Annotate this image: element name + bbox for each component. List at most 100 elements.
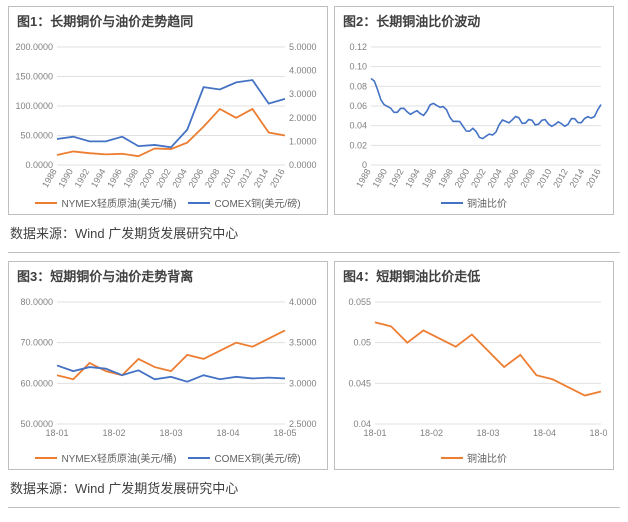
svg-text:0.10: 0.10: [349, 62, 367, 72]
svg-text:2014: 2014: [252, 167, 271, 189]
svg-text:1996: 1996: [420, 167, 439, 189]
svg-text:50.0000: 50.0000: [20, 131, 53, 141]
svg-text:2004: 2004: [485, 167, 504, 189]
legend-oil: NYMEX轻质原油(美元/桶): [35, 195, 176, 210]
chart3-title: 图3：短期铜价与油价走势背离: [9, 262, 327, 290]
panel-chart3: 图3：短期铜价与油价走势背离 50.000060.000070.000080.0…: [8, 261, 328, 470]
legend-copper-label-3: COMEX铜(美元/磅): [214, 450, 300, 465]
svg-text:0.055: 0.055: [348, 297, 371, 307]
ratio-swatch-4: [441, 457, 463, 459]
svg-text:1990: 1990: [56, 167, 75, 189]
svg-text:5.0000: 5.0000: [289, 42, 317, 52]
svg-text:2002: 2002: [469, 167, 488, 189]
svg-text:0.045: 0.045: [348, 378, 371, 388]
svg-text:1996: 1996: [105, 167, 124, 189]
legend-ratio-4: 铜油比价: [441, 450, 507, 465]
svg-text:1992: 1992: [387, 167, 406, 189]
ratio-swatch-2: [441, 202, 463, 204]
chart2-legend: 铜油比价: [335, 195, 613, 214]
legend-oil-label-3: NYMEX轻质原油(美元/桶): [61, 450, 176, 465]
panel-chart4: 图4：短期铜油比价走低 0.040.0450.050.05518-0118-02…: [334, 261, 614, 470]
chart2-canvas: 00.020.040.060.080.100.12198819901992199…: [335, 35, 613, 195]
source-1: 数据来源：Wind 广发期货发展研究中心: [8, 215, 620, 253]
svg-text:0.06: 0.06: [349, 101, 367, 111]
oil-swatch-3: [35, 457, 57, 459]
svg-text:1994: 1994: [89, 167, 108, 189]
svg-text:100.0000: 100.0000: [15, 101, 53, 111]
svg-text:70.0000: 70.0000: [20, 338, 53, 348]
svg-text:18-02: 18-02: [102, 428, 125, 438]
svg-text:150.0000: 150.0000: [15, 72, 53, 82]
legend-copper-3: COMEX铜(美元/磅): [188, 450, 300, 465]
svg-text:2010: 2010: [219, 167, 238, 189]
chart4-title: 图4：短期铜油比价走低: [335, 262, 613, 290]
svg-text:2000: 2000: [453, 167, 472, 189]
svg-text:2004: 2004: [170, 167, 189, 189]
svg-text:2012: 2012: [551, 167, 570, 189]
svg-text:1988: 1988: [354, 167, 373, 189]
svg-text:2006: 2006: [187, 167, 206, 189]
svg-text:18-03: 18-03: [476, 428, 499, 438]
svg-text:0.12: 0.12: [349, 42, 367, 52]
chart2-title: 图2：长期铜油比价波动: [335, 7, 613, 35]
svg-text:18-03: 18-03: [159, 428, 182, 438]
svg-text:18-01: 18-01: [45, 428, 68, 438]
svg-text:0.05: 0.05: [353, 338, 371, 348]
row-2: 图3：短期铜价与油价走势背离 50.000060.000070.000080.0…: [8, 261, 620, 470]
svg-text:2008: 2008: [203, 167, 222, 189]
svg-text:3.5000: 3.5000: [289, 338, 317, 348]
svg-text:1994: 1994: [403, 167, 422, 189]
svg-text:18-01: 18-01: [363, 428, 386, 438]
svg-text:4.0000: 4.0000: [289, 297, 317, 307]
svg-text:0.0000: 0.0000: [289, 160, 317, 170]
svg-text:2002: 2002: [154, 167, 173, 189]
legend-oil-3: NYMEX轻质原油(美元/桶): [35, 450, 176, 465]
svg-text:1992: 1992: [73, 167, 92, 189]
svg-text:1990: 1990: [370, 167, 389, 189]
svg-text:2006: 2006: [502, 167, 521, 189]
svg-text:18-04: 18-04: [533, 428, 556, 438]
svg-text:4.0000: 4.0000: [289, 66, 317, 76]
legend-copper: COMEX铜(美元/磅): [188, 195, 300, 210]
panel-chart2: 图2：长期铜油比价波动 00.020.040.060.080.100.12198…: [334, 6, 614, 215]
row-1: 图1：长期铜价与油价走势趋同 0.0000 50.0000 100.0000 150.…: [8, 6, 620, 215]
svg-text:60.0000: 60.0000: [20, 378, 53, 388]
svg-text:2010: 2010: [535, 167, 554, 189]
svg-text:1988: 1988: [40, 167, 59, 189]
svg-text:1998: 1998: [121, 167, 140, 189]
svg-text:2.0000: 2.0000: [289, 113, 317, 123]
chart1-legend: NYMEX轻质原油(美元/桶) COMEX铜(美元/磅): [9, 195, 327, 214]
chart4-legend: 铜油比价: [335, 450, 613, 469]
chart3-canvas: 50.000060.000070.000080.00002.50003.0000…: [9, 290, 327, 450]
chart1-title: 图1：长期铜价与油价走势趋同: [9, 7, 327, 35]
chart4-canvas: 0.040.0450.050.05518-0118-0218-0318-0418…: [335, 290, 613, 450]
svg-text:2012: 2012: [235, 167, 254, 189]
svg-text:1.0000: 1.0000: [289, 136, 317, 146]
svg-text:200.0000: 200.0000: [15, 42, 53, 52]
legend-oil-label: NYMEX轻质原油(美元/桶): [61, 195, 176, 210]
svg-text:1998: 1998: [436, 167, 455, 189]
chart1-canvas: 0.000050.0000100.0000150.0000200.00000.0…: [9, 35, 327, 195]
copper-swatch: [188, 202, 210, 204]
svg-text:18-02: 18-02: [420, 428, 443, 438]
legend-ratio-label-2: 铜油比价: [467, 195, 507, 210]
oil-swatch: [35, 202, 57, 204]
svg-text:0.08: 0.08: [349, 81, 367, 91]
svg-text:3.0000: 3.0000: [289, 378, 317, 388]
chart3-legend: NYMEX轻质原油(美元/桶) COMEX铜(美元/磅): [9, 450, 327, 469]
svg-text:18-05: 18-05: [273, 428, 296, 438]
legend-copper-label: COMEX铜(美元/磅): [214, 195, 300, 210]
svg-text:3.0000: 3.0000: [289, 89, 317, 99]
legend-ratio-label-4: 铜油比价: [467, 450, 507, 465]
svg-text:2016: 2016: [584, 167, 603, 189]
svg-text:0.04: 0.04: [349, 121, 367, 131]
svg-text:18-04: 18-04: [216, 428, 239, 438]
svg-text:80.0000: 80.0000: [20, 297, 53, 307]
source-2: 数据来源：Wind 广发期货发展研究中心: [8, 470, 620, 508]
svg-text:0.02: 0.02: [349, 140, 367, 150]
page: 图1：长期铜价与油价走势趋同 0.0000 50.0000 100.0000 150.…: [0, 0, 628, 522]
svg-text:2000: 2000: [138, 167, 157, 189]
copper-swatch-3: [188, 457, 210, 459]
svg-text:18-05: 18-05: [589, 428, 607, 438]
legend-ratio-2: 铜油比价: [441, 195, 507, 210]
